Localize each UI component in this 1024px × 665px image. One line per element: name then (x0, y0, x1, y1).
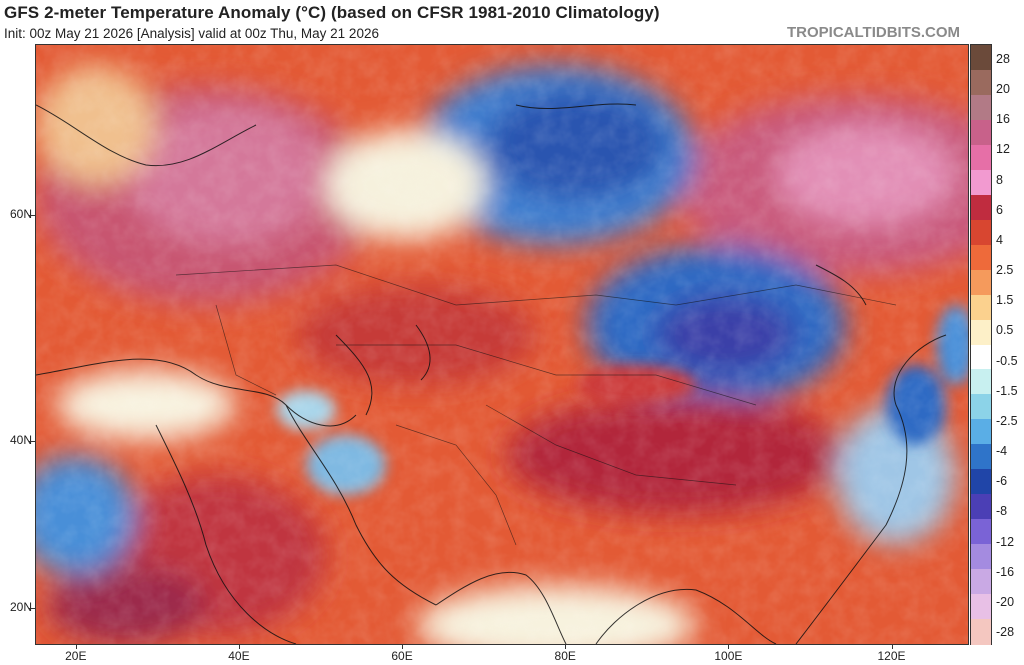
lon-tick (565, 645, 567, 649)
colorbar-label: -16 (996, 564, 1015, 579)
colorbar-segment (971, 394, 991, 420)
colorbar-segment (971, 494, 991, 520)
colorbar-segment (971, 294, 991, 321)
colorbar-label: -20 (996, 594, 1015, 609)
colorbar-segment (971, 169, 991, 196)
lon-label: 120E (877, 649, 906, 663)
colorbar-label: 20 (996, 82, 1010, 97)
colorbar-label: -4 (996, 444, 1008, 459)
lat-tick (29, 215, 35, 217)
colorbar-segment (971, 194, 991, 221)
map-subtitle: Init: 00z May 21 2026 [Analysis] valid a… (4, 26, 379, 41)
colorbar-label: -28 (996, 625, 1015, 639)
colorbar-segment (971, 119, 991, 146)
colorbar-label: 6 (996, 202, 1003, 217)
lon-tick (75, 645, 77, 649)
colorbar-label: -0.5 (996, 353, 1018, 368)
lon-label: 40E (228, 649, 250, 663)
colorbar-segment (971, 344, 991, 371)
colorbar-segment (971, 594, 991, 620)
map-title: GFS 2-meter Temperature Anomaly (°C) (ba… (4, 3, 660, 22)
colorbar-label: 4 (996, 232, 1003, 247)
colorbar-label: 12 (996, 142, 1010, 157)
colorbar-label: -1.5 (996, 383, 1018, 398)
lon-label: 20E (65, 649, 87, 663)
colorbar-segment (971, 269, 991, 296)
colorbar-segment (971, 544, 991, 570)
colorbar-segment (971, 69, 991, 96)
colorbar-segment (971, 144, 991, 171)
colorbar-label: 0.5 (996, 323, 1014, 338)
colorbar-label: -6 (996, 474, 1008, 489)
lon-label: 80E (554, 649, 576, 663)
colorbar-segment (971, 369, 991, 395)
colorbar-label: -2.5 (996, 413, 1018, 428)
colorbar-segment (971, 94, 991, 121)
lon-label: 60E (391, 649, 413, 663)
lon-tick (891, 645, 893, 649)
colorbar-segment (971, 519, 991, 545)
colorbar-segment (971, 419, 991, 445)
colorbar-segment (971, 444, 991, 470)
texture-overlay (36, 45, 968, 644)
colorbar-segment (971, 469, 991, 495)
colorbar-segment (971, 244, 991, 271)
colorbar-segment (971, 45, 991, 71)
colorbar (970, 44, 992, 645)
colorbar-label: 28 (996, 52, 1010, 66)
colorbar-segment (971, 219, 991, 246)
brand-watermark: TROPICALTIDBITS.COM (787, 24, 961, 41)
lon-tick (728, 645, 730, 649)
colorbar-segment (971, 569, 991, 595)
coastlines (36, 103, 947, 644)
lat-label: 40N (9, 433, 32, 448)
lat-label: 20N (9, 599, 32, 614)
anomaly-field (36, 45, 968, 644)
colorbar-segment (971, 319, 991, 346)
colorbar-segment (971, 619, 991, 645)
lat-label: 60N (9, 207, 32, 222)
colorbar-label: 2.5 (996, 263, 1014, 278)
lat-tick (29, 607, 35, 609)
colorbar-label: -8 (996, 504, 1008, 519)
lon-label: 100E (714, 649, 743, 663)
lat-tick (29, 441, 35, 443)
lon-tick (402, 645, 404, 649)
colorbar-label: 16 (996, 112, 1010, 127)
country-borders (175, 264, 897, 546)
colorbar-label: -12 (996, 534, 1015, 549)
colorbar-label: 1.5 (996, 293, 1014, 308)
colorbar-label: 8 (996, 172, 1003, 187)
lon-tick (238, 645, 240, 649)
anomaly-map[interactable] (35, 44, 969, 645)
